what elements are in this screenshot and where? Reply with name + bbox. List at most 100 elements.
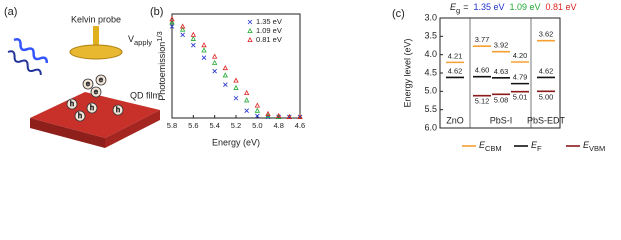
legend-label: EVBM bbox=[583, 140, 605, 153]
legend-label: ECBM bbox=[479, 140, 502, 153]
eg-sub: g bbox=[456, 6, 460, 15]
hole bbox=[66, 98, 78, 110]
data-point bbox=[244, 89, 250, 96]
legend-sub: CBM bbox=[485, 144, 502, 153]
x-tick-label: 5.4 bbox=[209, 121, 219, 130]
eg-symbol: E bbox=[450, 2, 457, 12]
x-tick-label: 4.6 bbox=[295, 121, 305, 130]
panel-label: (c) bbox=[392, 8, 405, 20]
y-tick-label: 4.0 bbox=[424, 49, 437, 59]
x-tick-label: 5.8 bbox=[167, 121, 177, 130]
data-point bbox=[255, 113, 260, 119]
electron bbox=[95, 74, 107, 86]
x-axis-label: Energy (eV) bbox=[212, 137, 260, 147]
data-point bbox=[212, 53, 218, 59]
category-label: PbS-I bbox=[490, 115, 513, 125]
data-point bbox=[190, 31, 196, 37]
data-point bbox=[201, 42, 207, 48]
value-label: 3.92 bbox=[494, 41, 509, 50]
film-label: QD film bbox=[130, 90, 160, 100]
data-point bbox=[169, 19, 175, 25]
ylabel: Photoemission bbox=[157, 42, 167, 101]
film-side bbox=[30, 118, 105, 148]
x-tick-label: 4.8 bbox=[273, 121, 283, 130]
legend-marker bbox=[247, 19, 253, 25]
electron bbox=[90, 86, 102, 98]
data-point bbox=[254, 107, 260, 113]
data-point bbox=[254, 102, 260, 108]
bandgap-label: 0.81 eV bbox=[546, 2, 577, 12]
data-point bbox=[212, 68, 217, 74]
y-tick-label: 3.0 bbox=[424, 12, 437, 22]
legend-label: 1.35 eV bbox=[256, 17, 282, 26]
electron-label: e bbox=[99, 75, 103, 84]
value-label: 4.60 bbox=[475, 66, 490, 75]
bandgap-header: Eg = 1.35 eV 1.09 eV 0.81 eV bbox=[450, 2, 577, 15]
x-tick-label: 5.0 bbox=[252, 121, 262, 130]
electron bbox=[82, 78, 94, 90]
ylabel-sup: 1/3 bbox=[155, 31, 164, 41]
category-label: ZnO bbox=[446, 115, 464, 125]
x-tick-label: 5.6 bbox=[188, 121, 198, 130]
data-point bbox=[201, 55, 207, 60]
hole bbox=[112, 104, 124, 116]
legend-marker bbox=[247, 36, 253, 42]
v: V bbox=[128, 34, 134, 44]
film-top bbox=[30, 92, 160, 138]
probe-disk bbox=[69, 44, 123, 60]
value-label: 5.12 bbox=[475, 97, 490, 106]
data-point bbox=[223, 82, 228, 88]
data-point bbox=[276, 113, 282, 119]
bandgap-label: 1.09 eV bbox=[509, 2, 540, 12]
legend-name: E bbox=[583, 140, 590, 150]
value-label: 4.20 bbox=[513, 51, 528, 60]
panel-label: (a) bbox=[4, 6, 17, 18]
hole-label: h bbox=[78, 111, 82, 120]
voltage-label: Vapply bbox=[128, 34, 152, 47]
hole-label: h bbox=[116, 105, 120, 114]
data-point bbox=[169, 24, 175, 29]
value-label: 3.62 bbox=[539, 30, 554, 39]
y-axis-label: Energy level (eV) bbox=[402, 38, 412, 107]
value-label: 3.77 bbox=[475, 35, 490, 44]
value-label: 4.79 bbox=[513, 73, 528, 82]
value-label: 4.62 bbox=[448, 66, 463, 75]
y-tick-label: 3.5 bbox=[424, 31, 437, 41]
value-label: 5.01 bbox=[513, 93, 528, 102]
legend-label: 1.09 eV bbox=[256, 26, 282, 35]
data-point bbox=[180, 32, 185, 38]
value-label: 5.00 bbox=[539, 92, 554, 101]
figure: (a) Kelvin probe Vapply QD film e e e h … bbox=[4, 2, 605, 153]
legend-name: E bbox=[479, 140, 486, 150]
data-point bbox=[244, 97, 250, 103]
y-tick-label: 6.0 bbox=[424, 122, 437, 132]
data-point bbox=[180, 23, 186, 29]
legend-label: EF bbox=[531, 140, 542, 153]
legend-sub: VBM bbox=[589, 144, 605, 153]
legend-sub: F bbox=[537, 144, 542, 153]
y-tick-label: 5.0 bbox=[424, 86, 437, 96]
x-tick-label: 5.2 bbox=[231, 121, 241, 130]
probe-label: Kelvin probe bbox=[71, 14, 121, 24]
y-tick-label: 4.5 bbox=[424, 67, 437, 77]
light-wave bbox=[13, 38, 49, 63]
probe-stem bbox=[93, 26, 99, 48]
data-point bbox=[276, 112, 282, 118]
bandgap-label: 1.35 eV bbox=[473, 2, 504, 12]
value-label: 4.62 bbox=[539, 66, 554, 75]
data-point bbox=[169, 16, 175, 22]
panel-label: (b) bbox=[150, 6, 163, 18]
data-point bbox=[180, 26, 186, 32]
value-label: 5.08 bbox=[494, 95, 509, 104]
electron-label: e bbox=[86, 79, 90, 88]
light-wave bbox=[7, 50, 42, 75]
data-point bbox=[286, 113, 292, 119]
data-point bbox=[190, 35, 196, 41]
legend-label: 0.81 eV bbox=[256, 35, 282, 44]
data-point bbox=[191, 42, 196, 48]
data-point bbox=[297, 113, 303, 119]
eg-equals: = bbox=[463, 2, 468, 12]
film-side bbox=[105, 110, 160, 148]
data-point bbox=[222, 72, 228, 78]
v-sub: apply bbox=[134, 38, 152, 47]
